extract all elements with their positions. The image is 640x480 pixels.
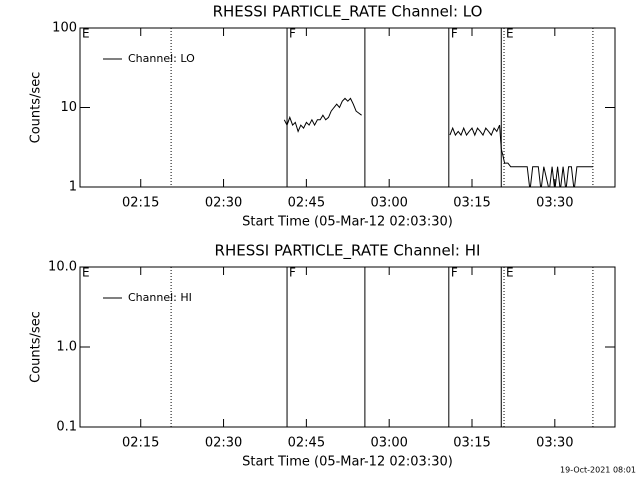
event-flag: F	[451, 266, 458, 280]
x-tick-label: 02:15	[122, 436, 159, 451]
x-tick-label: 03:30	[536, 196, 573, 211]
chart-title: RHESSI PARTICLE_RATE Channel: HI	[215, 242, 481, 261]
x-tick-label: 02:15	[122, 196, 159, 211]
x-tick-label: 03:00	[370, 436, 407, 451]
y-axis-label: Counts/sec	[29, 72, 44, 144]
footer: 19-Oct-2021 08:01	[560, 466, 636, 475]
event-flag: E	[82, 27, 90, 41]
y-tick-label: 0.1	[56, 420, 77, 435]
x-tick-label: 03:00	[370, 196, 407, 211]
y-tick-label: 10.0	[48, 260, 77, 275]
y-tick-label: 10	[60, 100, 77, 115]
x-tick-label: 03:15	[453, 196, 490, 211]
x-tick-label: 02:30	[205, 196, 242, 211]
data-line	[283, 97, 593, 187]
event-flag: F	[289, 266, 296, 280]
event-flag: E	[506, 266, 514, 280]
event-flag: F	[289, 27, 296, 41]
y-tick-label: 100	[52, 21, 77, 36]
legend-label: Channel: LO	[128, 52, 195, 65]
x-tick-label: 02:45	[288, 196, 325, 211]
x-tick-label: 03:30	[536, 436, 573, 451]
y-tick-label: 1.0	[56, 340, 77, 355]
event-flag: E	[82, 266, 90, 280]
y-tick-label: 1	[69, 180, 77, 195]
y-axis-label: Counts/sec	[29, 311, 44, 383]
event-flag: E	[506, 27, 514, 41]
event-flag: F	[451, 27, 458, 41]
x-tick-label: 03:15	[453, 436, 490, 451]
x-axis-label: Start Time (05-Mar-12 02:03:30)	[242, 455, 453, 470]
x-tick-label: 02:45	[288, 436, 325, 451]
chart-title: RHESSI PARTICLE_RATE Channel: LO	[213, 3, 483, 22]
x-axis-label: Start Time (05-Mar-12 02:03:30)	[242, 215, 453, 230]
x-tick-label: 02:30	[205, 436, 242, 451]
legend-label: Channel: HI	[128, 291, 192, 304]
